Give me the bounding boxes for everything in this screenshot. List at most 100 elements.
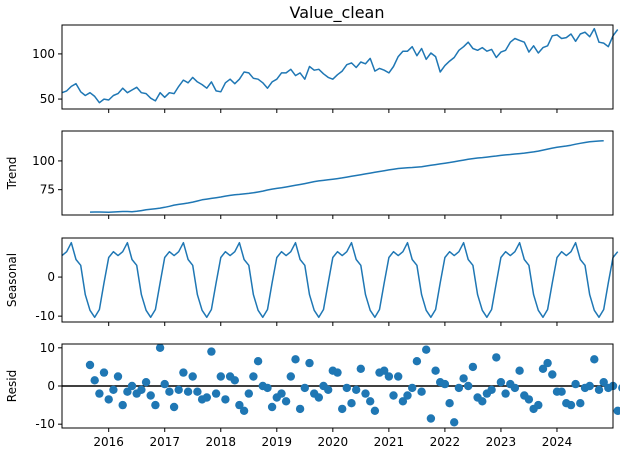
value-clean-panel: 50 100 xyxy=(32,24,619,113)
resid-point xyxy=(459,374,468,383)
resid-ytick-label: -10 xyxy=(35,417,55,431)
resid-point xyxy=(464,381,473,391)
resid-point xyxy=(338,404,347,414)
trend-ylabel: Trend xyxy=(5,157,19,191)
resid-point xyxy=(118,400,127,410)
resid-point xyxy=(366,397,375,406)
trend-axes-frame xyxy=(61,130,614,216)
trend-series-line xyxy=(89,140,604,213)
value-clean-axes-frame xyxy=(61,24,614,110)
resid-point xyxy=(300,383,309,393)
resid-point xyxy=(230,376,239,385)
resid-point xyxy=(113,372,123,381)
resid-point xyxy=(179,368,188,377)
x-tick-label-2023: 2023 xyxy=(486,435,517,449)
resid-point xyxy=(342,383,351,393)
resid-point xyxy=(221,395,230,404)
x-tick-label-2020: 2020 xyxy=(318,435,349,449)
resid-point xyxy=(403,391,412,400)
resid-point xyxy=(501,389,510,398)
resid-point xyxy=(468,362,478,372)
resid-ytick-label: 10 xyxy=(40,341,55,355)
resid-point xyxy=(244,389,253,398)
resid-point xyxy=(188,372,197,381)
resid-point xyxy=(239,406,249,415)
resid-point xyxy=(211,389,221,398)
resid-point xyxy=(253,357,263,366)
resid-point xyxy=(599,378,608,387)
resid-point xyxy=(594,385,604,394)
resid-ytick-label: 0 xyxy=(47,379,55,393)
resid-point xyxy=(99,368,109,377)
resid-point xyxy=(398,397,408,406)
x-tick-label-2019: 2019 xyxy=(262,435,293,449)
resid-point xyxy=(193,387,202,396)
resid-point xyxy=(422,345,431,354)
resid-point xyxy=(538,364,548,373)
resid-point xyxy=(286,372,295,381)
resid-point xyxy=(324,385,333,394)
resid-point xyxy=(571,379,580,389)
resid-point xyxy=(155,343,165,352)
value-clean-series-line xyxy=(61,27,619,104)
resid-point xyxy=(389,391,398,400)
trend-ytick-label: 100 xyxy=(32,154,55,168)
resid-point xyxy=(445,399,454,408)
resid-point xyxy=(510,383,520,393)
resid-point xyxy=(109,385,118,394)
resid-point xyxy=(478,397,487,406)
seasonal-ytick-label: 0 xyxy=(47,270,55,284)
resid-point xyxy=(384,372,394,381)
resid-point xyxy=(249,372,258,381)
resid-point xyxy=(104,395,113,404)
resid-point xyxy=(202,393,211,402)
resid-point xyxy=(85,360,95,370)
trend-panel: 75 100 Trend xyxy=(5,130,614,219)
resid-point xyxy=(347,399,356,408)
resid-point xyxy=(146,391,155,400)
resid-point xyxy=(183,387,193,396)
x-tick-label-2017: 2017 xyxy=(149,435,180,449)
resid-point xyxy=(267,402,277,412)
resid-point xyxy=(576,399,585,408)
resid-point xyxy=(496,378,506,387)
resid-point xyxy=(566,400,576,410)
resid-point xyxy=(123,387,132,396)
resid-point xyxy=(590,355,599,364)
resid-point xyxy=(440,379,450,389)
resid-point xyxy=(534,400,543,410)
x-tick-label-2016: 2016 xyxy=(93,435,124,449)
resid-point xyxy=(95,389,104,398)
resid-panel: -10 0 10 2016 2017 2018 2019 2020 2021 2022 2023 20… xyxy=(5,341,620,449)
seasonal-panel: -10 0 Seasonal xyxy=(5,237,619,326)
resid-point xyxy=(548,370,557,379)
resid-point xyxy=(295,404,305,414)
seasonal-ylabel: Seasonal xyxy=(5,253,19,307)
resid-point xyxy=(352,385,361,394)
chart-title: Value_clean xyxy=(290,3,385,23)
x-tick-label-2021: 2021 xyxy=(374,435,405,449)
resid-point xyxy=(380,366,389,375)
resid-point xyxy=(277,389,286,398)
trend-ytick-label: 75 xyxy=(40,183,55,197)
seasonal-ytick-label: -10 xyxy=(35,309,55,323)
resid-point xyxy=(492,353,501,362)
resid-point xyxy=(305,358,314,368)
x-tick-label-2018: 2018 xyxy=(205,435,236,449)
resid-point xyxy=(216,372,225,381)
resid-point xyxy=(333,368,342,377)
resid-point xyxy=(394,372,403,381)
resid-point xyxy=(426,414,436,423)
resid-ylabel: Resid xyxy=(5,370,19,402)
resid-point xyxy=(361,389,370,398)
resid-point xyxy=(450,418,459,427)
value-clean-ytick-label: 100 xyxy=(32,47,55,61)
resid-point xyxy=(291,355,300,364)
seasonal-axes-frame xyxy=(61,237,614,323)
resid-axes-frame xyxy=(61,343,614,429)
resid-point xyxy=(515,366,524,375)
resid-point xyxy=(235,400,244,410)
seasonal-series-line xyxy=(61,241,619,319)
resid-point xyxy=(207,347,216,356)
